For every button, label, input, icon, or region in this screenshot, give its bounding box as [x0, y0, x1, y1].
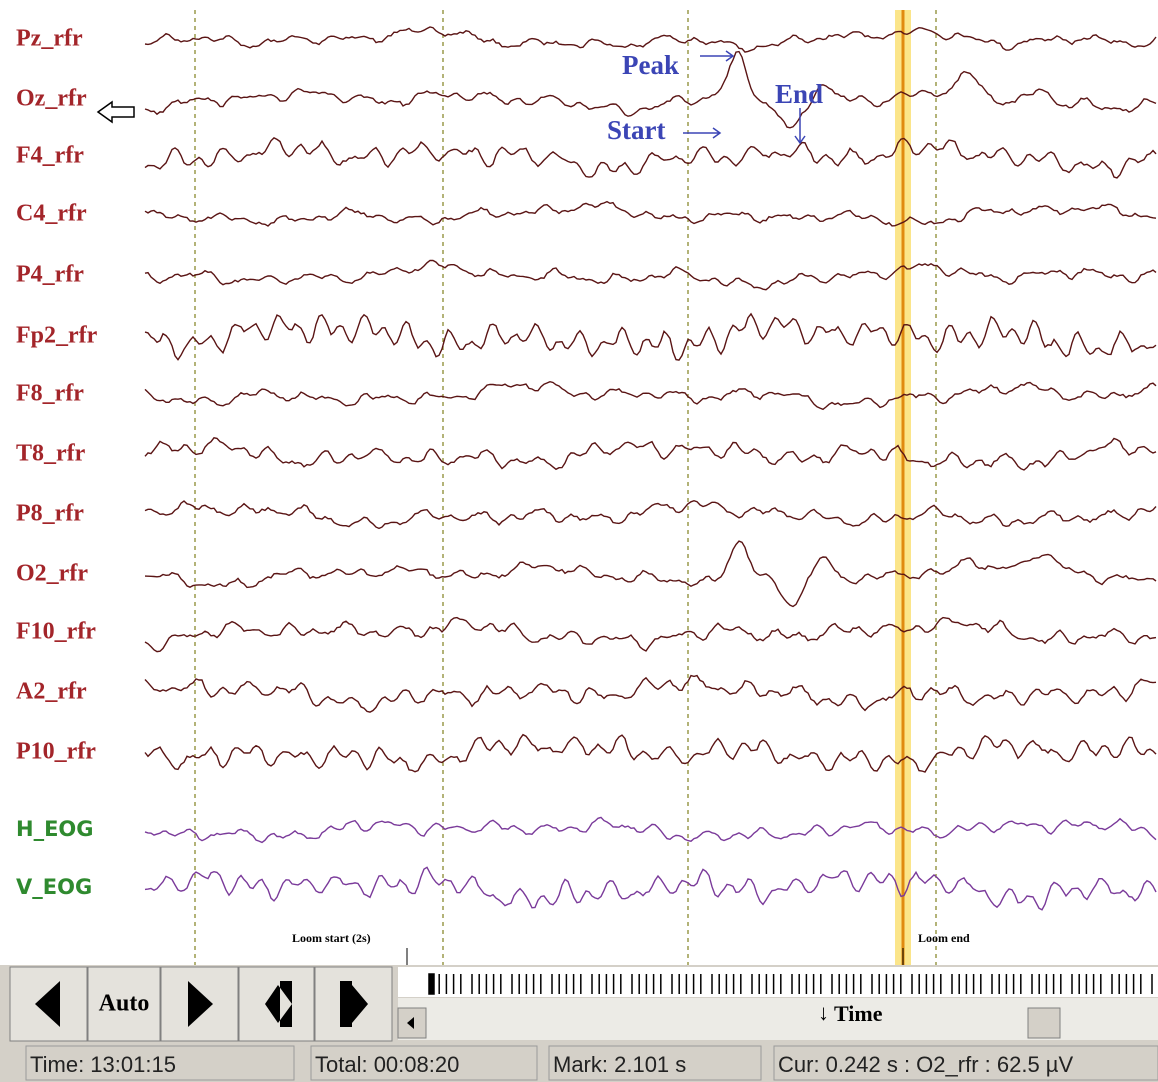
- loom-start-label: Loom start (2s): [292, 931, 371, 945]
- peak-annotation: Peak: [622, 50, 679, 80]
- status-mark: Mark: 2.101 s: [553, 1052, 686, 1077]
- status-cell: [25, 1045, 295, 1081]
- scroll-thumb[interactable]: [1027, 1007, 1061, 1039]
- icon: [340, 981, 368, 1027]
- time-grid: [194, 10, 937, 965]
- channel-label: P8_rfr: [16, 501, 84, 527]
- end-annotation: End: [775, 79, 823, 109]
- ruler-ticks: [428, 973, 1153, 995]
- status-cell: [773, 1045, 1158, 1081]
- channel-label: P4_rfr: [16, 262, 84, 288]
- status-cursor: Cur: 0.242 s : O2_rfr : 62.5 µV: [778, 1052, 1073, 1077]
- status-total: Total: 00:08:20: [315, 1052, 459, 1077]
- traces: [144, 26, 1157, 911]
- eeg-trace: [144, 437, 1157, 471]
- channel-label: V_EOG: [16, 875, 92, 899]
- icon: [188, 981, 213, 1027]
- status-bar: [25, 1045, 1158, 1081]
- nav-buttons: [9, 966, 393, 1042]
- eeg-trace: [144, 616, 1157, 653]
- eeg-trace: [144, 733, 1157, 773]
- eog-trace: [144, 816, 1157, 844]
- channel-label: C4_rfr: [16, 201, 87, 227]
- auto-label: Auto: [99, 991, 150, 1017]
- ruler-start: [428, 973, 435, 995]
- channel-label: Oz_rfr: [16, 86, 87, 112]
- annotation-arrows: [683, 50, 806, 145]
- status-cell: [548, 1045, 762, 1081]
- eeg-trace: [144, 259, 1157, 291]
- status-cell: [310, 1045, 538, 1081]
- channel-label: F4_rfr: [16, 143, 84, 169]
- eeg-trace: [144, 50, 1157, 129]
- status-time: Time: 13:01:15: [30, 1052, 176, 1077]
- eeg-trace: [144, 26, 1157, 53]
- scroll-left-icon: [407, 1017, 414, 1029]
- channel-label: A2_rfr: [16, 679, 87, 705]
- start-annotation: Start: [607, 115, 665, 145]
- auto-button[interactable]: [87, 966, 161, 1042]
- scroll-left[interactable]: [397, 1007, 427, 1039]
- scroll-arrow: ↓: [818, 1000, 829, 1025]
- eeg-trace: [144, 200, 1157, 227]
- eeg-trace: [144, 499, 1157, 530]
- icon: [35, 981, 60, 1027]
- loom-end-label: Loom end: [918, 931, 970, 945]
- eeg-trace: [144, 312, 1157, 361]
- channel-label: Fp2_rfr: [16, 323, 98, 349]
- arrow: [794, 108, 806, 145]
- eeg-trace: [144, 540, 1157, 608]
- eeg-trace: [144, 137, 1157, 179]
- channel-label: O2_rfr: [16, 561, 88, 587]
- channel-label: F8_rfr: [16, 381, 84, 407]
- scroll-label: Time: [834, 1001, 883, 1026]
- channel-label: Pz_rfr: [16, 26, 83, 52]
- channel-label: H_EOG: [16, 817, 94, 841]
- eeg-trace: [144, 380, 1157, 411]
- channel-label: P10_rfr: [16, 739, 96, 765]
- channel-label: F10_rfr: [16, 619, 96, 645]
- arrow: [700, 50, 735, 62]
- channel-labels: Pz_rfr Oz_rfr F4_rfr C4_rfr P4_rfr Fp2_rfr F8_…: [16, 26, 98, 900]
- arrow: [683, 127, 722, 139]
- icon: [265, 981, 292, 1027]
- button-icons: [35, 981, 368, 1027]
- channel-label: T8_rfr: [16, 441, 86, 467]
- selected-channel-arrow: [96, 100, 135, 124]
- eeg-trace: [144, 674, 1157, 713]
- eog-trace: [144, 866, 1157, 911]
